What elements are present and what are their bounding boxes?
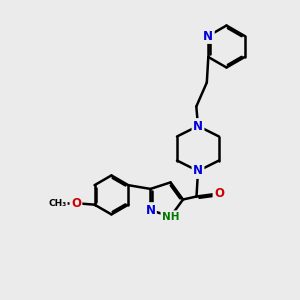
Text: NH: NH	[162, 212, 179, 222]
Text: O: O	[71, 197, 81, 210]
Text: N: N	[193, 119, 203, 133]
Text: N: N	[146, 204, 155, 217]
Text: N: N	[193, 164, 203, 178]
Text: O: O	[214, 187, 224, 200]
Text: N: N	[203, 29, 213, 43]
Text: CH₃: CH₃	[48, 199, 67, 208]
